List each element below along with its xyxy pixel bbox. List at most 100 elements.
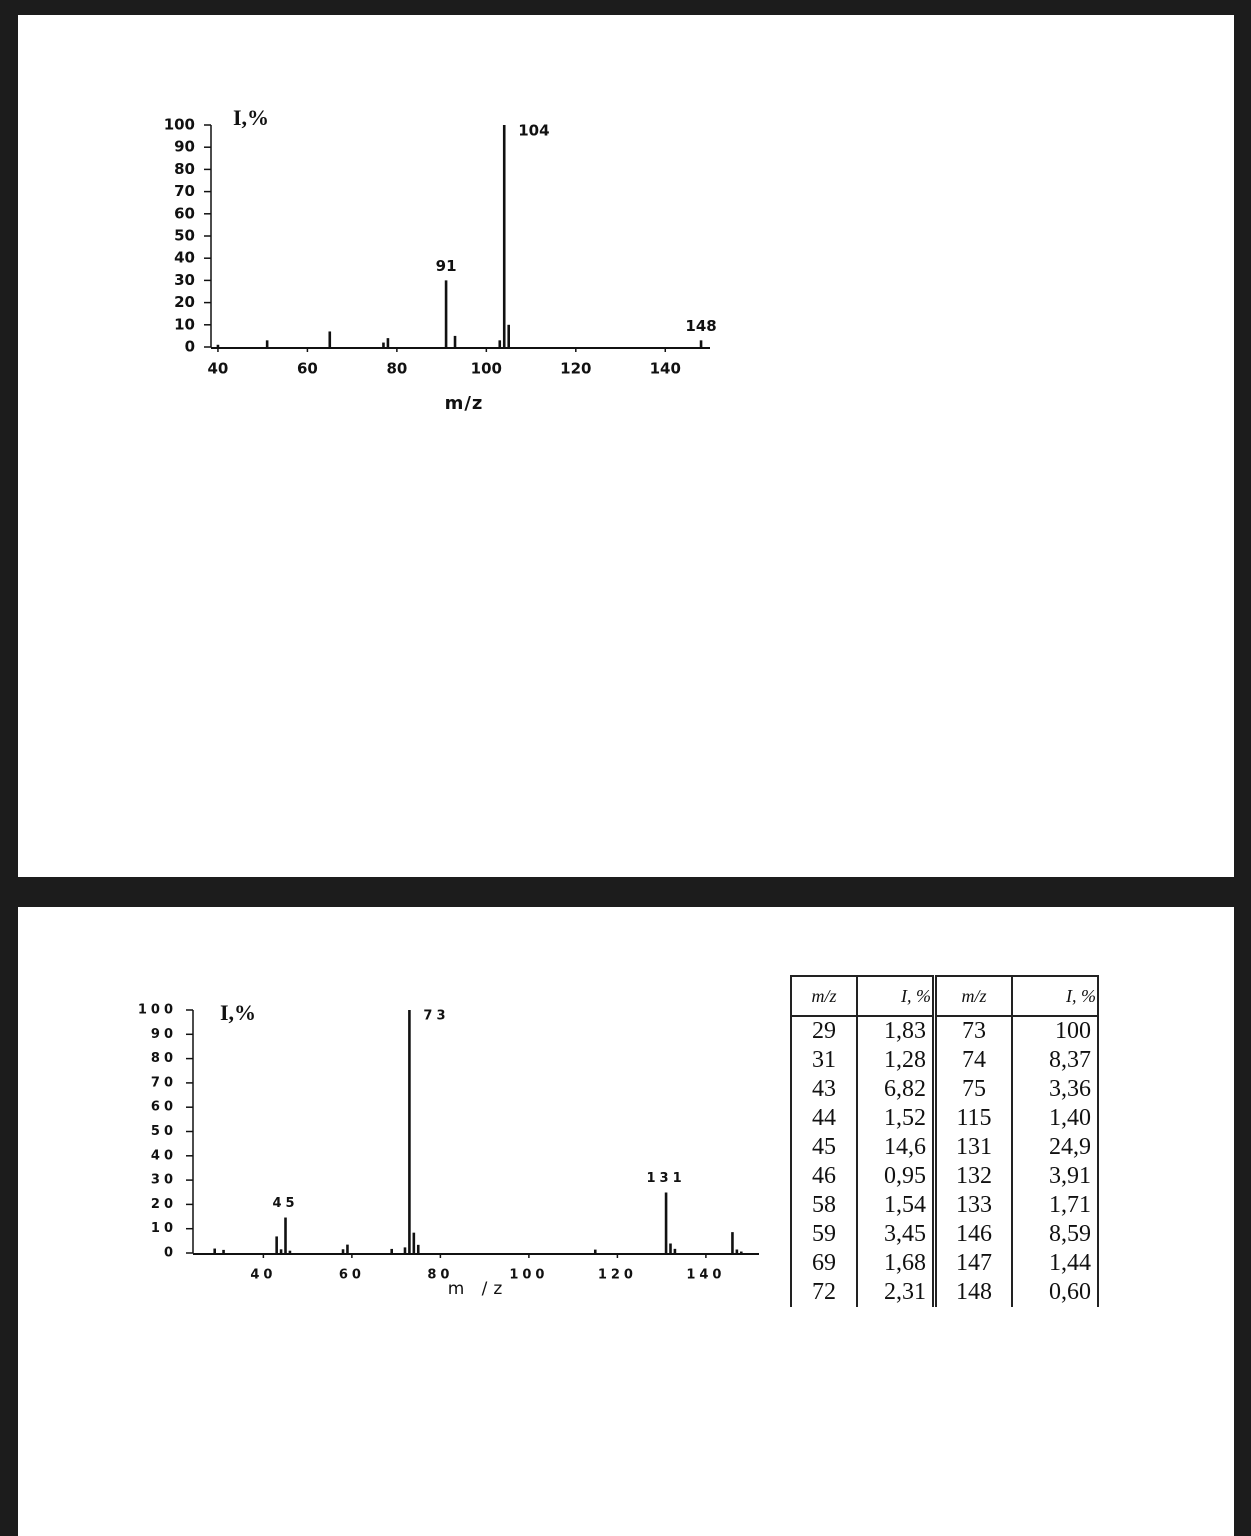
table-cell: 1,54 (856, 1191, 937, 1220)
y-tick-label: 10 (151, 1221, 177, 1236)
y-tick-label: 30 (174, 271, 195, 289)
table-cell: 72 (790, 1278, 858, 1307)
table-cell: 58 (790, 1191, 858, 1220)
table-cell: 133 (933, 1191, 1013, 1220)
y-tick-label: 70 (174, 182, 195, 200)
x-tick-label: 140 (650, 360, 681, 378)
table-row: 43 6,82 75 3,36 (790, 1075, 1099, 1104)
x-tick-label: 60 (339, 1268, 365, 1283)
table-row: 45 14,6 131 24,9 (790, 1133, 1099, 1162)
column-header: I, % (856, 975, 937, 1017)
y-axis-label: I,% (233, 105, 269, 130)
table-cell: 31 (790, 1046, 858, 1075)
peak-label: 148 (685, 317, 716, 335)
table-cell: 3,45 (856, 1220, 937, 1249)
x-axis-label: m/z (445, 393, 484, 414)
y-tick-label: 80 (151, 1051, 177, 1066)
x-tick-label: 100 (471, 360, 502, 378)
x-tick-label: 120 (560, 360, 591, 378)
table-cell: 6,82 (856, 1075, 937, 1104)
table-cell: 29 (790, 1016, 858, 1046)
table-cell: 1,28 (856, 1046, 937, 1075)
column-header: I, % (1011, 975, 1099, 1017)
y-tick-label: 90 (174, 138, 195, 156)
x-tick-label: 40 (250, 1268, 276, 1283)
table-row: 58 1,54 133 1,71 (790, 1191, 1099, 1220)
table-body: 29 1,83 73 100 31 1,28 74 8,37 43 6,82 75 3,36 44 1,5… (790, 1016, 1099, 1307)
y-tick-label: 70 (151, 1075, 177, 1090)
table-row: 46 0,95 132 3,91 (790, 1162, 1099, 1191)
table-cell: 131 (933, 1133, 1013, 1162)
y-tick-label: 40 (174, 249, 195, 267)
table-cell: 148 (933, 1278, 1013, 1307)
y-tick-label: 40 (151, 1148, 177, 1163)
x-tick-label: 40 (208, 360, 229, 378)
x-axis-label: m /z (448, 1279, 509, 1299)
x-tick-label: 140 (686, 1268, 725, 1283)
table-cell: 100 (1011, 1016, 1099, 1046)
x-tick-label: 100 (509, 1268, 548, 1283)
table-cell: 3,91 (1011, 1162, 1099, 1191)
table-header: m/z I, % m/z I, % (790, 975, 1099, 1017)
table-cell: 73 (933, 1016, 1013, 1046)
y-tick-label: 50 (174, 227, 195, 245)
y-tick-label: 80 (174, 160, 195, 178)
y-tick-label: 100 (138, 1003, 177, 1018)
table-cell: 0,60 (1011, 1278, 1099, 1307)
y-tick-label: 50 (151, 1124, 177, 1139)
table-cell: 3,36 (1011, 1075, 1099, 1104)
table-cell: 146 (933, 1220, 1013, 1249)
x-tick-label: 60 (297, 360, 318, 378)
y-tick-label: 20 (151, 1197, 177, 1212)
y-tick-label: 90 (151, 1027, 177, 1042)
peak-label: 131 (647, 1171, 686, 1186)
y-tick-label: 100 (164, 116, 195, 134)
table-row: 72 2,31 148 0,60 (790, 1278, 1099, 1307)
y-tick-label: 20 (174, 293, 195, 311)
table-row: 29 1,83 73 100 (790, 1016, 1099, 1046)
peak-label: 104 (518, 122, 549, 140)
y-tick-label: 60 (151, 1100, 177, 1115)
table-cell: 1,68 (856, 1249, 937, 1278)
peak-label: 45 (272, 1196, 298, 1211)
table-cell: 2,31 (856, 1278, 937, 1307)
y-tick-label: 0 (185, 338, 195, 356)
peak-label: 91 (436, 257, 457, 275)
page-sheet (18, 15, 1234, 877)
data-table: m/z I, % m/z I, % 29 1,83 73 100 31 1,28 74 8,37 43… (790, 975, 1099, 1307)
x-tick-label: 80 (386, 360, 407, 378)
column-header: m/z (790, 975, 858, 1017)
y-tick-label: 30 (151, 1173, 177, 1188)
table-cell: 0,95 (856, 1162, 937, 1191)
table-row: 69 1,68 147 1,44 (790, 1249, 1099, 1278)
y-tick-label: 10 (174, 315, 195, 333)
table-cell: 44 (790, 1104, 858, 1133)
table-cell: 8,37 (1011, 1046, 1099, 1075)
column-header: m/z (933, 975, 1013, 1017)
table-cell: 46 (790, 1162, 858, 1191)
x-tick-label: 80 (427, 1268, 453, 1283)
table-cell: 1,83 (856, 1016, 937, 1046)
y-axis-label: I,% (220, 1000, 256, 1025)
table-cell: 75 (933, 1075, 1013, 1104)
table-cell: 24,9 (1011, 1133, 1099, 1162)
table-cell: 43 (790, 1075, 858, 1104)
table-cell: 74 (933, 1046, 1013, 1075)
table-cell: 14,6 (856, 1133, 937, 1162)
table-row: 31 1,28 74 8,37 (790, 1046, 1099, 1075)
table-cell: 132 (933, 1162, 1013, 1191)
table-cell: 1,52 (856, 1104, 937, 1133)
table-cell: 69 (790, 1249, 858, 1278)
y-tick-label: 60 (174, 204, 195, 222)
y-tick-label: 0 (164, 1246, 177, 1261)
table-row: 59 3,45 146 8,59 (790, 1220, 1099, 1249)
table-cell: 59 (790, 1220, 858, 1249)
table-cell: 115 (933, 1104, 1013, 1133)
x-tick-label: 120 (598, 1268, 637, 1283)
table-cell: 1,40 (1011, 1104, 1099, 1133)
table-cell: 45 (790, 1133, 858, 1162)
table-cell: 1,44 (1011, 1249, 1099, 1278)
table-cell: 8,59 (1011, 1220, 1099, 1249)
table-cell: 1,71 (1011, 1191, 1099, 1220)
